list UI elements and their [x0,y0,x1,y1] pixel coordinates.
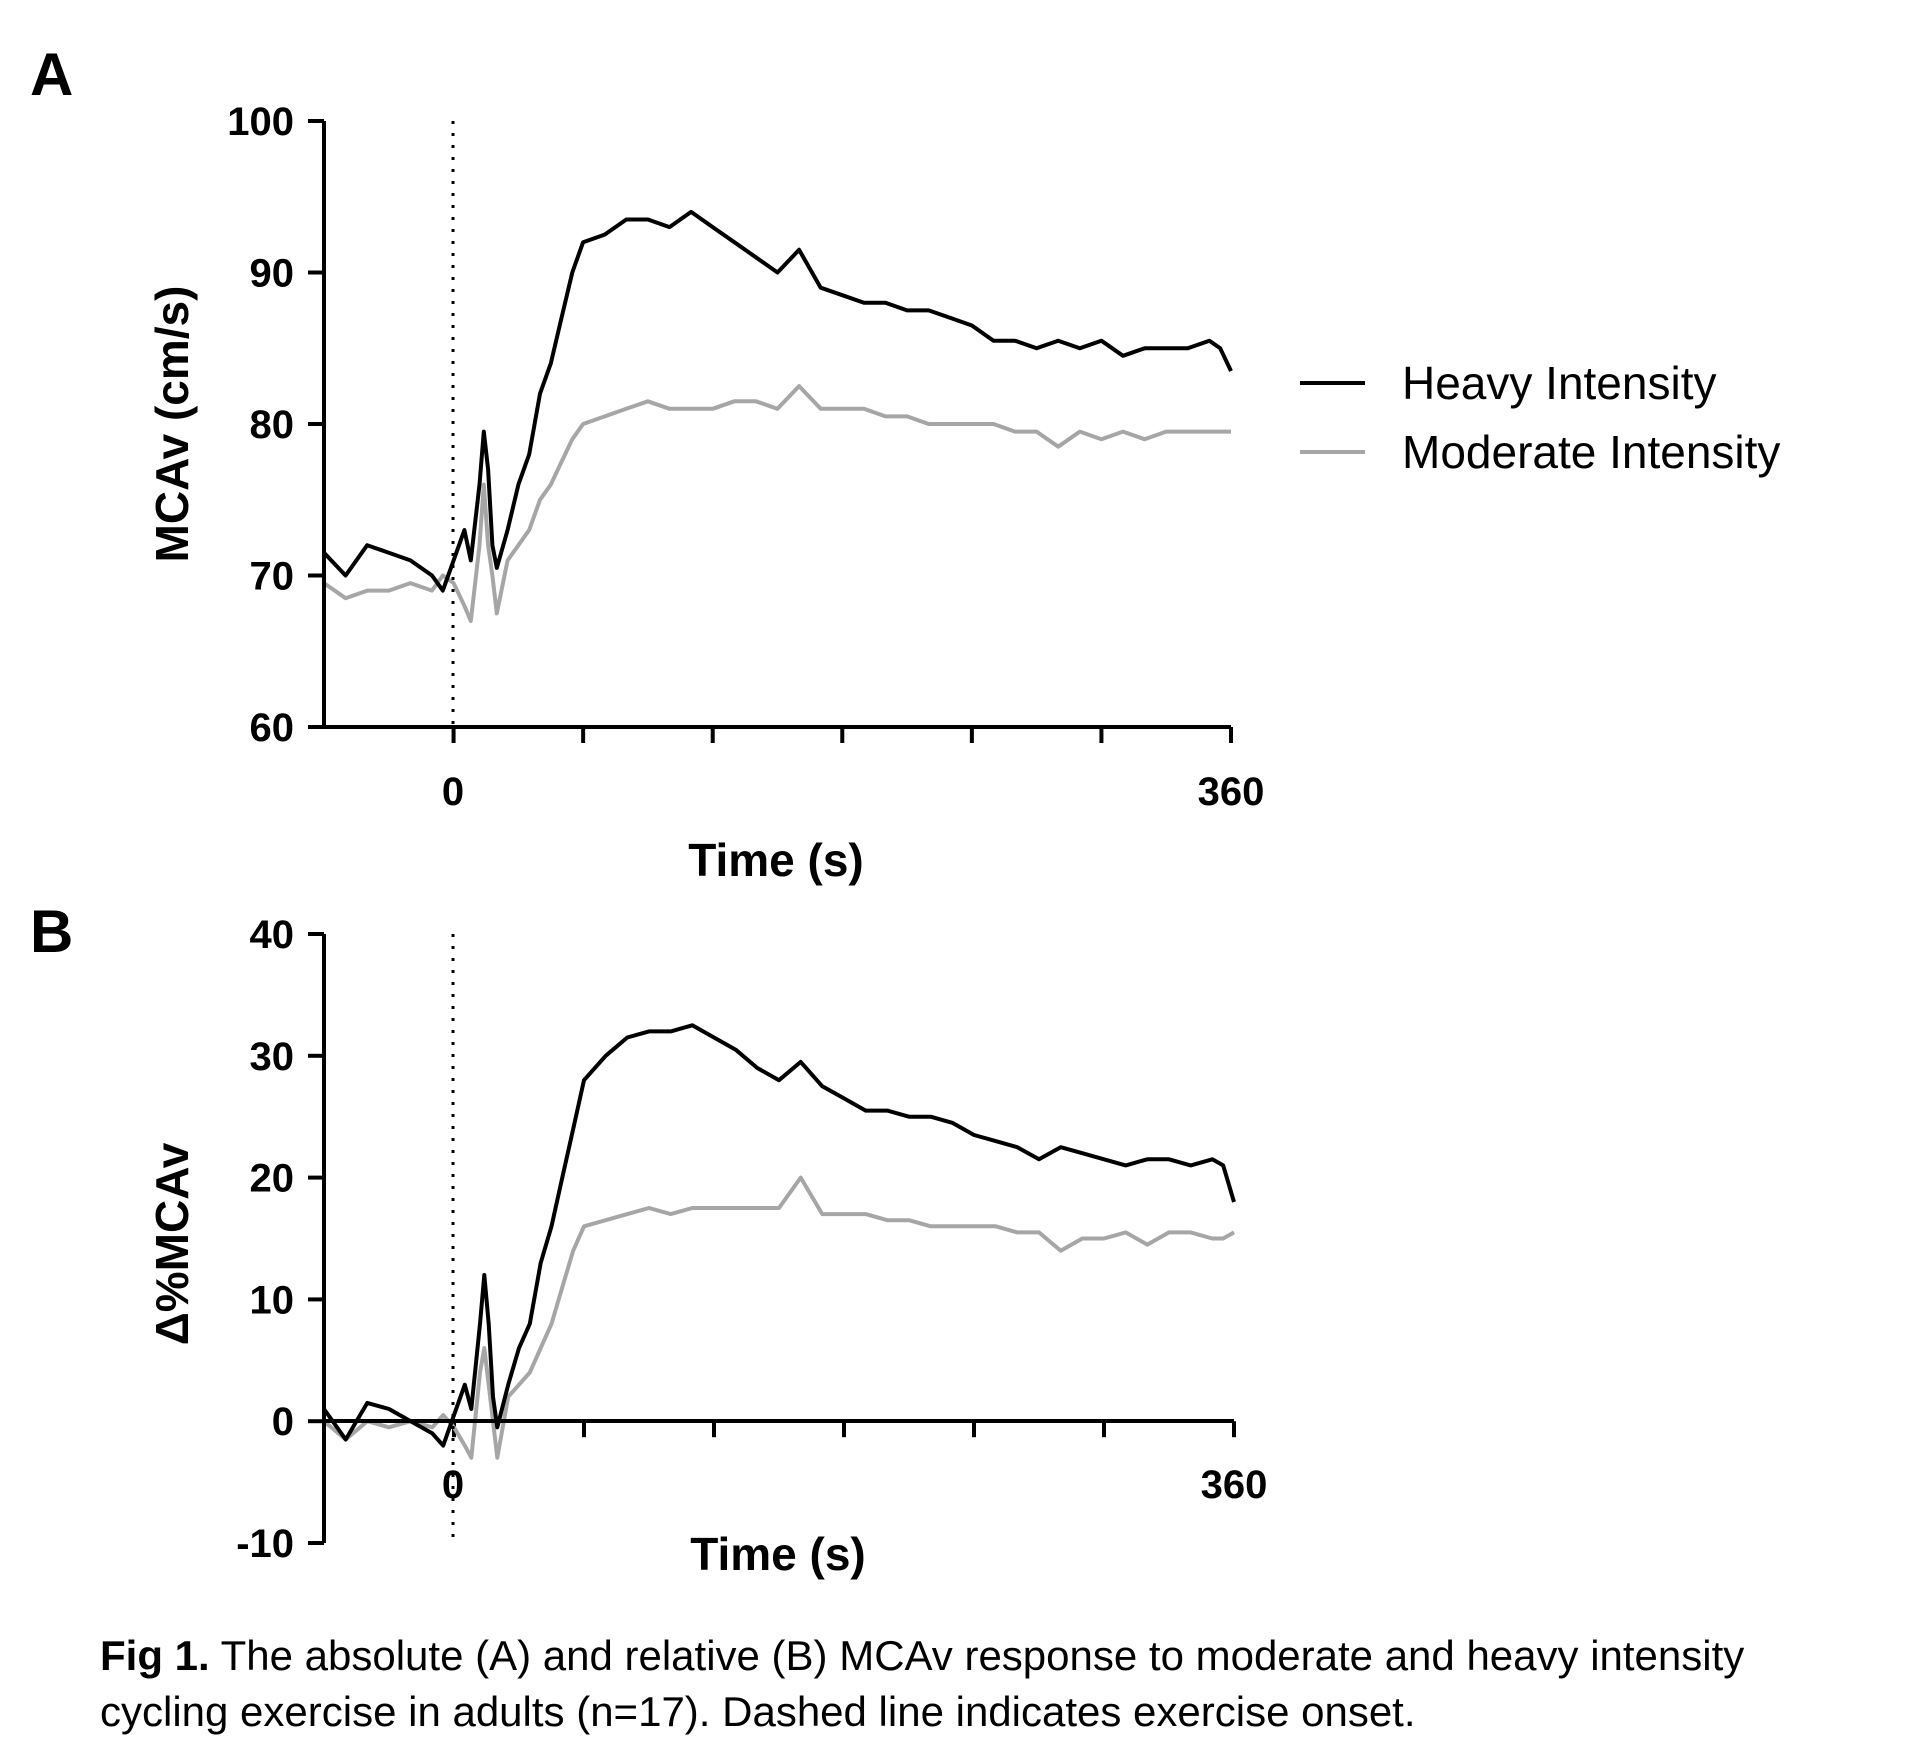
panel-a-y-axis-title: MCAv (cm/s) [146,286,198,563]
panel-a-x-tick-label-360: 360 [1198,770,1265,814]
panel-a-series-heavy-intensity [322,209,1233,593]
panel-b-x-tick-label-360: 360 [1201,1463,1268,1507]
panel-a-series-moderate-intensity [322,384,1231,623]
panel-b-y-tick-label: 30 [250,1035,295,1079]
figure-caption: Fig 1. The absolute (A) and relative (B)… [100,1628,1860,1740]
panel-a-x-tick-label-0: 0 [442,770,464,814]
panel-a-letter: A [30,41,73,108]
panel-a-y-tick-label: 100 [227,100,294,144]
panel-a-y-tick-label: 70 [250,555,295,599]
panel-b-series-moderate-intensity [322,1175,1235,1460]
panel-a-y-tick-label: 80 [250,403,295,447]
caption-label: Fig 1. [100,1632,210,1679]
panel-a-y-tick-label: 90 [250,252,295,296]
panel-b-y-axis-title: Δ%MCAv [146,1142,198,1345]
caption-text: The absolute (A) and relative (B) MCAv r… [100,1632,1745,1735]
legend-heavy-label: Heavy Intensity [1402,357,1716,409]
legend: Heavy Intensity Moderate Intensity [1300,357,1780,478]
panel-b-y-tick-label: 10 [250,1278,295,1322]
panel-b-chart: B -10 0 10 20 30 40 0 360 Time (s) Δ%MCAv [30,898,1267,1580]
panel-a-chart: A 60 70 80 90 100 0 360 Time (s) MCAv (cm/s) [30,41,1264,886]
panel-b-x-axis-title: Time (s) [690,1528,866,1580]
panel-a-y-tick-label: 60 [250,706,295,750]
panel-b-y-tick-label: 0 [272,1400,294,1444]
panel-b-x-tick-label-0: 0 [442,1463,464,1507]
panel-b-y-tick-label: 20 [250,1157,295,1201]
panel-b-y-tick-label: -10 [236,1522,294,1566]
panel-b-letter: B [30,898,73,965]
panel-b-y-tick-label: 40 [250,913,295,957]
panel-a-x-axis-title: Time (s) [688,834,864,886]
panel-b-series-heavy-intensity [322,1023,1236,1448]
legend-moderate-label: Moderate Intensity [1402,426,1780,478]
